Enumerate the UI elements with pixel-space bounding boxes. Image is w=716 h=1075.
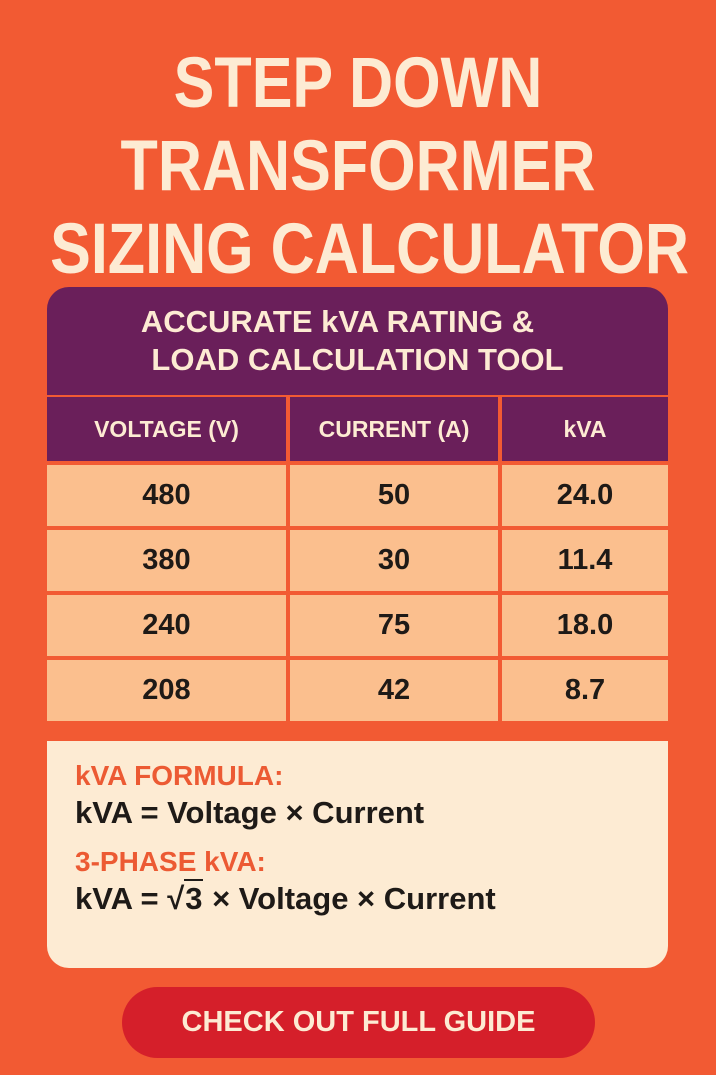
radicand: 3: [184, 879, 204, 916]
table-cell-voltage: 380: [47, 528, 288, 593]
radical-sign-icon: √: [167, 881, 185, 916]
table-cell-voltage: 208: [47, 658, 288, 723]
square-root-symbol: √3: [167, 879, 204, 919]
table-cell-current: 42: [288, 658, 500, 723]
kva-table: VOLTAGE (V) CURRENT (A) kVA 480 50 24.0 …: [47, 395, 668, 723]
page-title: STEP DOWN TRANSFORMER SIZING CALCULATOR: [50, 42, 689, 291]
table-cell-voltage: 480: [47, 463, 288, 528]
kva-table-card: ACCURATE kVA RATING & LOAD CALCULATION T…: [47, 287, 668, 723]
card-subtitle-line-1: ACCURATE kVA RATING &: [140, 304, 535, 339]
three-phase-suffix: × Voltage × Current: [203, 881, 496, 916]
formula-box: kVA FORMULA: kVA = Voltage × Current 3-P…: [47, 741, 668, 968]
table-cell-kva: 11.4: [500, 528, 668, 593]
three-phase-label: 3-PHASE kVA:: [75, 846, 266, 877]
three-phase-equation: kVA = √3 × Voltage × Current: [75, 879, 668, 919]
table-cell-kva: 18.0: [500, 593, 668, 658]
kva-formula-label: kVA FORMULA:: [75, 760, 284, 791]
title-line-1: STEP DOWN: [173, 44, 543, 123]
card-header: ACCURATE kVA RATING & LOAD CALCULATION T…: [47, 287, 668, 395]
table-cell-current: 50: [288, 463, 500, 528]
table-cell-current: 30: [288, 528, 500, 593]
title-line-3: SIZING CALCULATOR: [50, 210, 689, 289]
table-cell-current: 75: [288, 593, 500, 658]
title-line-2: TRANSFORMER: [120, 127, 596, 206]
column-header-voltage: VOLTAGE (V): [47, 395, 288, 463]
column-header-kva: kVA: [500, 395, 668, 463]
full-guide-button[interactable]: CHECK OUT FULL GUIDE: [122, 987, 595, 1058]
table-cell-kva: 8.7: [500, 658, 668, 723]
three-phase-prefix: kVA =: [75, 881, 168, 916]
table-cell-kva: 24.0: [500, 463, 668, 528]
table-cell-voltage: 240: [47, 593, 288, 658]
card-subtitle-line-2: LOAD CALCULATION TOOL: [151, 342, 564, 377]
column-header-current: CURRENT (A): [288, 395, 500, 463]
kva-formula-equation: kVA = Voltage × Current: [75, 795, 425, 830]
